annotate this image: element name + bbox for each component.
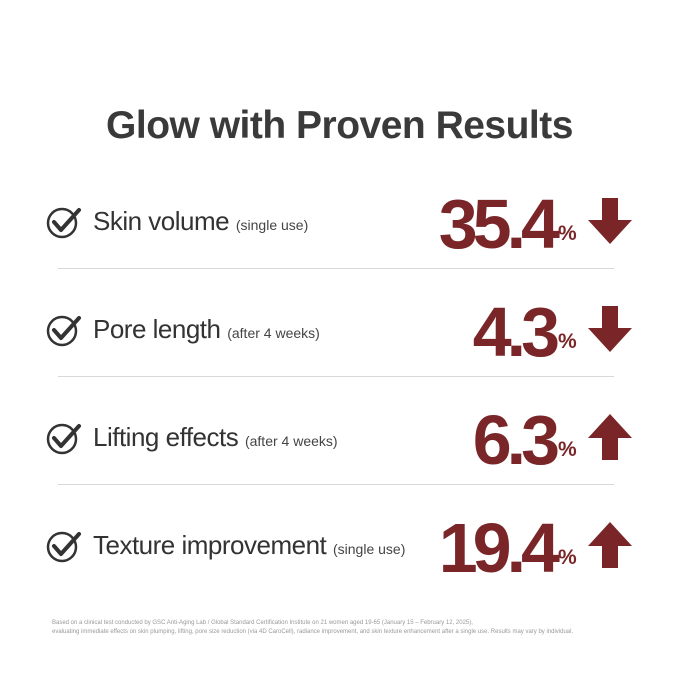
result-row: Skin volume (single use) 35.4% xyxy=(0,182,679,263)
label: Pore length (after 4 weeks) xyxy=(93,314,320,345)
unit: % xyxy=(558,546,577,569)
value: 35.4 xyxy=(438,185,560,263)
value: 6.3 xyxy=(472,401,560,479)
check-icon xyxy=(46,207,81,239)
check-icon xyxy=(46,531,81,563)
unit: % xyxy=(558,330,577,353)
value: 4.3 xyxy=(472,293,560,371)
arrow-down xyxy=(588,198,632,244)
check-icon xyxy=(46,315,81,347)
arrow-down xyxy=(588,306,632,352)
label: Lifting effects (after 4 weeks) xyxy=(93,422,338,453)
label-note: (after 4 weeks) xyxy=(244,433,338,449)
arrow-up xyxy=(588,522,632,568)
label: Skin volume (single use) xyxy=(93,206,308,237)
result-row: Pore length (after 4 weeks) 4.3% xyxy=(0,290,679,371)
label-text: Texture improvement xyxy=(93,530,327,560)
footnote-line: evaluating immediate effects on skin plu… xyxy=(52,629,574,635)
unit: % xyxy=(558,438,577,461)
separator xyxy=(58,268,614,269)
result-row: Texture improvement (single use) 19.4% xyxy=(0,506,679,587)
footnote: Based on a clinical test conducted by GS… xyxy=(52,619,573,637)
footnote-line: Based on a clinical test conducted by GS… xyxy=(52,620,473,626)
label-note: (single use) xyxy=(333,541,406,557)
separator xyxy=(58,376,614,377)
title: Glow with Proven Results xyxy=(106,104,573,147)
arrow-up xyxy=(588,414,632,460)
label-text: Skin volume xyxy=(93,206,230,236)
label-note: (single use) xyxy=(235,217,309,233)
check-icon xyxy=(46,423,81,455)
label-text: Lifting effects xyxy=(93,422,239,452)
separator xyxy=(58,484,614,485)
result-row: Lifting effects (after 4 weeks) 6.3% xyxy=(0,398,679,479)
value: 19.4 xyxy=(438,509,560,587)
unit: % xyxy=(558,222,577,245)
label-note: (after 4 weeks) xyxy=(227,325,320,341)
label: Texture improvement (single use) xyxy=(93,530,405,561)
label-text: Pore length xyxy=(93,314,221,344)
